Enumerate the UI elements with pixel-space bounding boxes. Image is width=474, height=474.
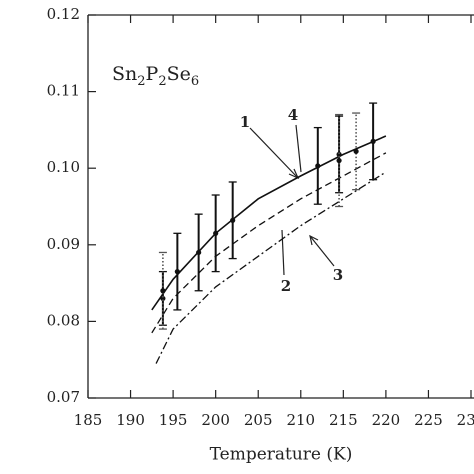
x-tick-label: 205 <box>244 411 273 429</box>
point <box>336 151 342 158</box>
x-tick-label: 220 <box>372 411 401 429</box>
arrow <box>295 124 302 173</box>
x-tick-label: 230 <box>457 411 474 429</box>
y-tick-label: 0.11 <box>47 82 80 100</box>
formula-sub: 2 <box>158 74 166 89</box>
arrow-head <box>309 234 319 246</box>
x-tick-label: 225 <box>414 411 443 429</box>
x-tick-label: 210 <box>286 411 315 429</box>
point <box>174 269 180 275</box>
curve <box>155 171 387 364</box>
formula-part: Sn <box>112 63 137 85</box>
arrow <box>249 127 299 179</box>
formula-part: Se <box>167 63 191 85</box>
point <box>370 138 376 144</box>
x-tick-label: 200 <box>201 411 230 429</box>
x-axis-label: Temperature (K) <box>210 445 353 465</box>
y-tick-label: 0.09 <box>47 235 80 253</box>
frame <box>87 14 474 399</box>
point <box>336 157 342 164</box>
arrow <box>281 229 285 276</box>
point <box>196 249 202 256</box>
formula-part: P <box>146 63 159 85</box>
curve <box>151 152 387 334</box>
y-tick-label: 0.07 <box>47 388 80 406</box>
curve-label: 1 <box>240 113 250 131</box>
formula-sub: 2 <box>137 74 145 89</box>
x-tick-label: 185 <box>74 411 103 429</box>
x-tick-label: 215 <box>329 411 358 429</box>
point <box>213 230 219 236</box>
formula: Sn2P2Se6 <box>112 63 199 89</box>
curve-label: 4 <box>288 106 298 124</box>
y-tick-label: 0.08 <box>47 311 80 329</box>
arrow <box>309 235 335 267</box>
y-tick-label: 0.12 <box>47 5 80 23</box>
point <box>230 217 236 223</box>
curve-label: 2 <box>281 277 291 295</box>
curve-label: 3 <box>333 266 343 284</box>
formula-sub: 6 <box>191 74 199 89</box>
point <box>160 295 166 302</box>
y-tick-label: 0.10 <box>47 158 80 176</box>
x-tick-label: 195 <box>159 411 188 429</box>
x-tick-label: 190 <box>116 411 145 429</box>
point <box>353 148 359 154</box>
curve <box>151 135 387 311</box>
point <box>315 163 321 169</box>
point <box>160 288 166 294</box>
